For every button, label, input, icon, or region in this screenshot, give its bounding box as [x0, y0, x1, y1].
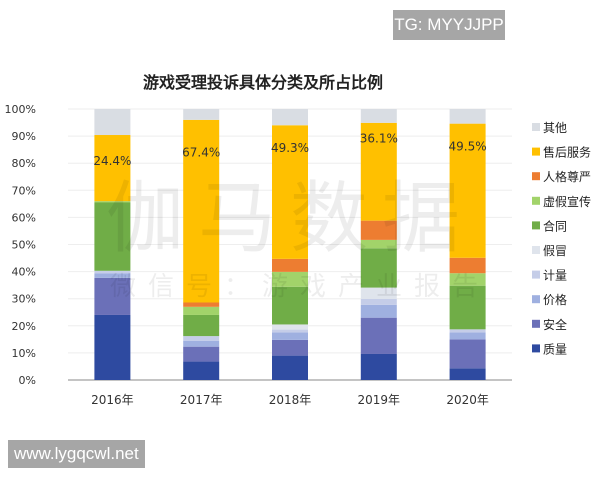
legend-label: 售后服务 — [543, 145, 591, 160]
bar-segment-虚假宣传-2017年 — [183, 306, 220, 315]
bar-segment-人格尊严-2017年 — [183, 302, 220, 307]
y-tick-label: 50% — [12, 239, 36, 252]
legend-label: 假冒 — [543, 244, 567, 258]
bar-segment-计量-2017年 — [183, 336, 220, 341]
data-label: 49.3% — [271, 141, 309, 155]
site-overlay: www.lygqcwl.net — [8, 440, 145, 468]
bar-segment-质量-2019年 — [360, 353, 397, 380]
bar-segment-虚假宣传-2020年 — [449, 273, 486, 286]
y-tick-label: 70% — [12, 184, 36, 197]
bar-segment-虚假宣传-2018年 — [272, 271, 308, 287]
bar-segment-其他-2017年 — [183, 109, 220, 120]
legend-swatch — [532, 344, 540, 353]
watermark-sub: 微信号：游戏产业报告 — [110, 272, 490, 302]
legend-swatch — [532, 270, 540, 279]
legend-swatch — [532, 147, 540, 156]
y-tick-label: 10% — [12, 347, 36, 360]
legend-swatch — [532, 196, 540, 205]
bar-segment-价格-2017年 — [183, 340, 220, 347]
bar-segment-安全-2017年 — [183, 346, 220, 362]
bar-segment-质量-2020年 — [449, 368, 486, 380]
bar-segment-售后服务-2017年 — [183, 119, 220, 303]
legend-label: 安全 — [543, 317, 567, 332]
x-tick-label: 2020年 — [446, 393, 489, 407]
y-tick-label: 0% — [19, 374, 36, 387]
data-label: 36.1% — [360, 131, 398, 145]
bar-segment-售后服务-2016年 — [94, 135, 131, 202]
bar-segment-合同-2016年 — [94, 202, 131, 271]
y-tick-label: 60% — [12, 211, 36, 224]
bar-segment-计量-2016年 — [94, 270, 131, 274]
bar-segment-合同-2017年 — [183, 314, 220, 337]
bar-segment-计量-2018年 — [272, 329, 308, 333]
bar-segment-人格尊严-2020年 — [449, 257, 486, 274]
bar-segment-其他-2019年 — [360, 109, 397, 123]
legend-label: 质量 — [543, 342, 567, 356]
bar-segment-人格尊严-2019年 — [360, 220, 397, 240]
x-tick-label: 2018年 — [269, 393, 312, 407]
bar-segment-计量-2019年 — [360, 298, 397, 305]
legend-label: 计量 — [543, 269, 567, 283]
bar-segment-计量-2020年 — [449, 329, 486, 333]
y-tick-label: 20% — [12, 320, 36, 333]
bar-segment-售后服务-2019年 — [360, 122, 397, 221]
legend-swatch — [532, 295, 540, 304]
data-label: 24.4% — [93, 154, 131, 168]
x-tick-label: 2016年 — [91, 393, 134, 407]
bar-segment-合同-2019年 — [360, 248, 397, 288]
legend-swatch — [532, 123, 540, 131]
tg-overlay: TG: MYYJJPP — [393, 10, 505, 40]
bar-segment-质量-2017年 — [183, 361, 220, 380]
bar-segment-价格-2016年 — [94, 273, 131, 278]
bar-segment-质量-2016年 — [94, 314, 131, 380]
y-tick-label: 90% — [12, 130, 36, 143]
legend-label: 虚假宣传 — [543, 194, 591, 209]
bar-segment-假冒-2018年 — [272, 324, 308, 330]
bar-segment-安全-2019年 — [360, 317, 397, 354]
bar-segment-价格-2018年 — [272, 332, 308, 340]
legend-label: 其他 — [543, 121, 567, 135]
y-tick-label: 30% — [12, 293, 36, 306]
bar-segment-其他-2020年 — [449, 109, 486, 124]
bar-segment-合同-2018年 — [272, 286, 308, 325]
watermark: 伽马数据 微信号：游戏产业报告 — [106, 174, 490, 302]
legend-label: 合同 — [543, 218, 567, 233]
legend-swatch — [532, 319, 540, 328]
data-label: 49.5% — [449, 139, 487, 153]
bar-segment-售后服务-2018年 — [272, 125, 308, 259]
legend-swatch — [532, 246, 540, 254]
bar-segment-售后服务-2020年 — [449, 123, 486, 258]
legend-label: 人格尊严 — [543, 169, 591, 184]
bar-segment-虚假宣传-2019年 — [360, 239, 397, 249]
bar-segment-安全-2020年 — [449, 339, 486, 369]
x-tick-label: 2019年 — [358, 393, 401, 407]
legend-label: 价格 — [543, 292, 567, 307]
data-label: 67.4% — [182, 145, 220, 159]
y-tick-label: 80% — [12, 157, 36, 170]
bar-segment-假冒-2019年 — [360, 287, 397, 299]
legend-swatch — [532, 172, 540, 181]
bar-segment-人格尊严-2018年 — [272, 258, 308, 272]
bar-segment-安全-2016年 — [94, 277, 131, 315]
bar-segment-安全-2018年 — [272, 339, 308, 356]
legend-swatch — [532, 221, 540, 230]
watermark-main: 伽马数据 — [106, 174, 474, 264]
y-tick-label: 40% — [12, 266, 36, 279]
y-tick-label: 100% — [5, 103, 36, 116]
bar-segment-价格-2020年 — [449, 332, 486, 340]
bar-segment-虚假宣传-2016年 — [94, 201, 131, 203]
bar-segment-质量-2018年 — [272, 355, 308, 380]
bar-segment-合同-2020年 — [449, 285, 486, 330]
x-tick-label: 2017年 — [180, 393, 223, 407]
bar-segment-其他-2018年 — [272, 109, 308, 126]
bar-segment-价格-2019年 — [360, 304, 397, 318]
chart-title: 游戏受理投诉具体分类及所占比例 — [143, 73, 383, 92]
bar-segment-其他-2016年 — [94, 109, 131, 136]
